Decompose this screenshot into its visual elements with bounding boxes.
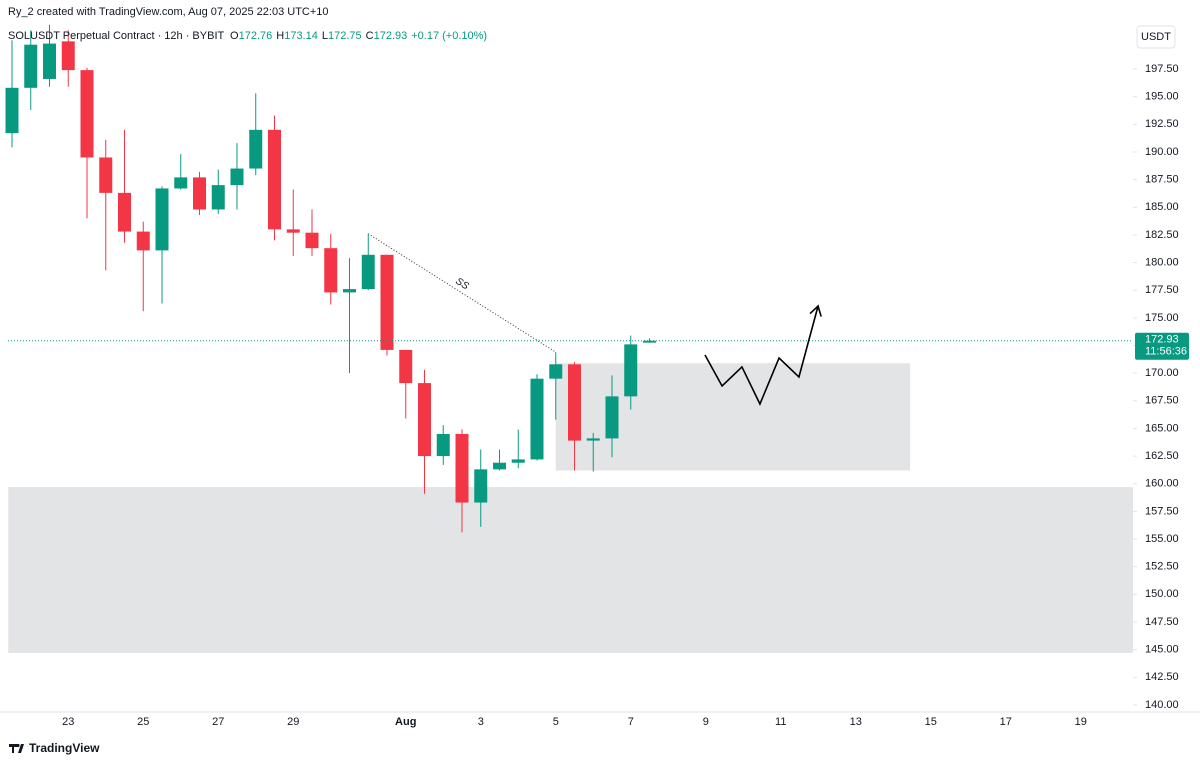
trendline-label: SS xyxy=(453,276,470,293)
x-tick-label: 11 xyxy=(775,716,786,728)
x-tick-label: 9 xyxy=(703,716,709,728)
candle-body xyxy=(136,231,150,251)
candle-body xyxy=(305,232,319,249)
candle-body xyxy=(605,396,619,439)
x-tick-label: 7 xyxy=(628,716,634,728)
candle-body xyxy=(5,87,19,134)
y-tick-label: 170.00 xyxy=(1145,367,1179,379)
currency-button[interactable] xyxy=(1136,25,1176,49)
ohlc-label: H xyxy=(276,30,284,42)
x-tick-label: Aug xyxy=(395,716,416,728)
x-tick-label: 3 xyxy=(478,716,484,728)
y-tick-label: 152.50 xyxy=(1145,561,1179,573)
x-tick-label: 19 xyxy=(1075,716,1087,728)
y-tick-label: 180.00 xyxy=(1145,256,1179,268)
candle-body xyxy=(324,248,338,293)
currency[interactable]: USDT xyxy=(1141,31,1171,43)
symbol-legend: SOLUSDT Perpetual Contract · 12h · BYBIT… xyxy=(8,30,487,42)
ohlc-value: 172.93 xyxy=(374,30,408,42)
candle-body xyxy=(193,177,206,210)
candle-body xyxy=(493,462,506,470)
candle-body xyxy=(61,41,75,71)
y-tick-label: 175.00 xyxy=(1145,312,1179,324)
y-tick-label: 160.00 xyxy=(1145,478,1179,490)
candle-body xyxy=(568,364,581,441)
y-tick-label: 147.50 xyxy=(1145,616,1179,628)
countdown: 11:56:36 xyxy=(1145,346,1187,358)
candle-body xyxy=(343,289,356,293)
y-tick-label: 195.00 xyxy=(1145,91,1179,103)
candle-body xyxy=(511,459,525,463)
y-tick-label: 157.50 xyxy=(1145,505,1179,517)
y-tick-label: 177.50 xyxy=(1145,284,1179,296)
x-tick-label: 23 xyxy=(62,716,74,728)
x-tick-label: 17 xyxy=(1000,716,1012,728)
candle-body xyxy=(249,129,263,169)
y-tick-label: 165.00 xyxy=(1145,422,1179,434)
ohlc-value: 173.14 xyxy=(284,30,318,42)
projection-path xyxy=(704,305,819,406)
y-tick-label: 142.50 xyxy=(1145,671,1179,683)
candle-body xyxy=(80,70,94,158)
candle-body xyxy=(286,229,300,233)
candle-body xyxy=(380,254,394,350)
projection-arrowhead xyxy=(809,304,822,317)
candle-body xyxy=(643,340,656,343)
x-tick-label: 5 xyxy=(553,716,559,728)
candle-body xyxy=(174,177,188,189)
tradingview-logo xyxy=(9,743,24,753)
y-tick-label: 197.50 xyxy=(1145,63,1179,75)
candle-body xyxy=(549,364,563,379)
candle-body xyxy=(455,433,469,503)
candle-body xyxy=(624,344,638,397)
x-tick-label: 29 xyxy=(287,716,299,728)
candle-body xyxy=(99,157,113,193)
y-tick-label: 167.50 xyxy=(1145,395,1179,407)
symbol: SOLUSDT Perpetual Contract · 12h · BYBIT xyxy=(8,30,224,42)
candle-body xyxy=(530,378,544,460)
candle-body xyxy=(24,44,38,88)
candle-body xyxy=(474,469,488,503)
candle-body xyxy=(230,168,244,186)
x-tick-label: 25 xyxy=(137,716,149,728)
y-tick-label: 192.50 xyxy=(1145,118,1179,130)
candle-body xyxy=(155,188,169,251)
y-tick-label: 140.00 xyxy=(1145,699,1179,711)
x-tick-label: 27 xyxy=(212,716,224,728)
ohlc-label: L xyxy=(322,30,328,42)
y-tick-label: 187.50 xyxy=(1145,174,1179,186)
ohlc-value: 172.75 xyxy=(328,30,362,42)
ohlc-label: O xyxy=(230,30,239,42)
candle-body xyxy=(436,433,450,457)
candle-body xyxy=(418,383,431,457)
candle-body xyxy=(399,349,413,384)
y-tick-label: 162.50 xyxy=(1145,450,1179,462)
footer-brand: TradingView xyxy=(29,741,100,755)
y-tick-label: 190.00 xyxy=(1145,146,1179,158)
y-tick-label: 150.00 xyxy=(1145,588,1179,600)
y-tick-label: 155.00 xyxy=(1145,533,1179,545)
y-tick-label: 145.00 xyxy=(1145,644,1179,656)
y-tick-label: 185.00 xyxy=(1145,201,1179,213)
candle-body xyxy=(211,185,225,210)
plot-area: SS xyxy=(5,24,1133,653)
last-price-box xyxy=(1135,332,1189,360)
candle-body xyxy=(43,43,56,79)
change: +0.17 (+0.10%) xyxy=(411,30,487,42)
ohlc-label: C xyxy=(366,30,374,42)
candle-body xyxy=(118,192,131,232)
attribution: Ry_2 created with TradingView.com, Aug 0… xyxy=(8,6,329,18)
candle-body xyxy=(268,129,281,230)
x-tick-label: 15 xyxy=(925,716,937,728)
trendline xyxy=(367,233,557,353)
zone xyxy=(8,487,1133,653)
y-tick-label: 182.50 xyxy=(1145,229,1179,241)
candle-body xyxy=(586,438,600,441)
x-tick-label: 13 xyxy=(850,716,862,728)
last-price-label: 172.93 xyxy=(1145,334,1179,346)
candle-body xyxy=(361,254,375,290)
ohlc-value: 172.76 xyxy=(239,30,273,42)
